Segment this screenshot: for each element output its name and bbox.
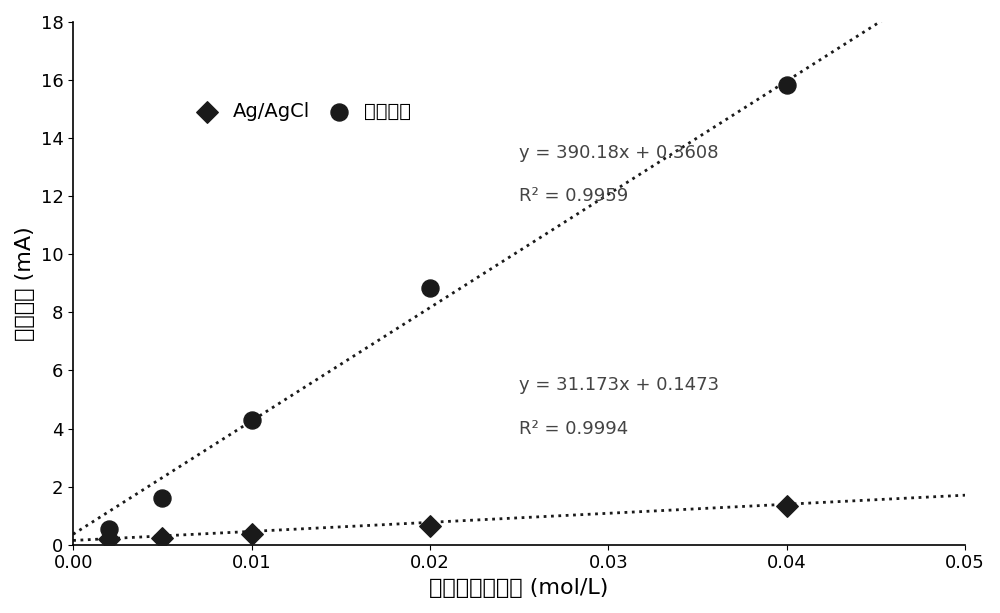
Ag/AgCl — [154, 533, 170, 543]
Text: R² = 0.9959: R² = 0.9959 — [519, 187, 628, 205]
Ag/AgCl — [422, 521, 438, 531]
X-axis label: 柠檬酸二铵浓度 (mol/L): 柠檬酸二铵浓度 (mol/L) — [429, 578, 609, 598]
硫酸亚汞 — [154, 493, 170, 503]
Ag/AgCl — [101, 534, 117, 544]
Text: y = 390.18x + 0.3608: y = 390.18x + 0.3608 — [519, 143, 719, 162]
Text: R² = 0.9994: R² = 0.9994 — [519, 419, 628, 438]
Y-axis label: 扩散电流 (mA): 扩散电流 (mA) — [15, 226, 35, 341]
Text: y = 31.173x + 0.1473: y = 31.173x + 0.1473 — [519, 376, 719, 394]
Legend: Ag/AgCl, 硫酸亚汞: Ag/AgCl, 硫酸亚汞 — [190, 94, 419, 129]
硫酸亚汞 — [101, 524, 117, 534]
硫酸亚汞 — [422, 283, 438, 293]
硫酸亚汞 — [244, 416, 260, 425]
Ag/AgCl — [779, 501, 795, 511]
硫酸亚汞 — [779, 80, 795, 90]
Ag/AgCl — [244, 529, 260, 539]
